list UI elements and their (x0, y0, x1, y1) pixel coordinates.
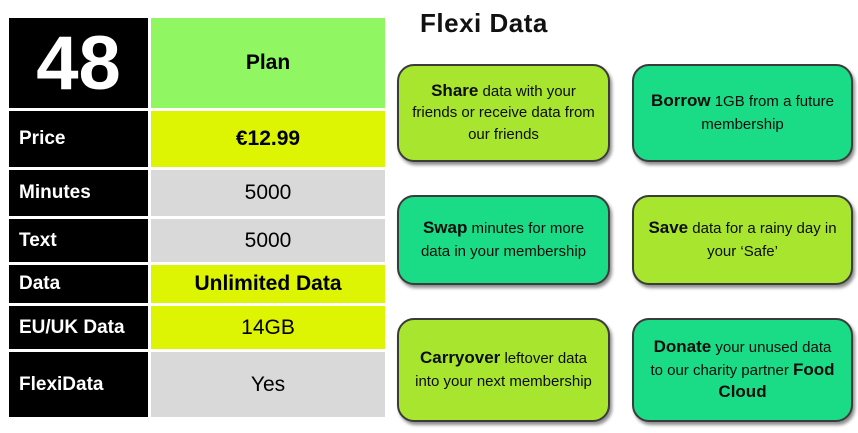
row-value-minutes: 5000 (151, 170, 385, 216)
row-value-text: 5000 (151, 219, 385, 262)
card-save-text: Save data for a rainy day in your ‘Safe’ (646, 217, 839, 263)
card-swap-text: Swap minutes for more data in your membe… (411, 217, 596, 263)
card-borrow-keyword: Borrow (651, 91, 711, 111)
plan-number: 48 (9, 18, 148, 108)
row-value-price: €12.99 (151, 111, 385, 167)
card-swap: Swap minutes for more data in your membe… (397, 195, 610, 285)
card-borrow-body: 1GB from a future membership (701, 93, 834, 133)
plan-header-label: Plan (151, 18, 385, 108)
card-carryover: Carryover leftover data into your next m… (397, 318, 610, 422)
card-borrow: Borrow 1GB from a future membership (632, 64, 853, 162)
card-carryover-text: Carryover leftover data into your next m… (411, 347, 596, 393)
card-save-keyword: Save (648, 218, 689, 238)
row-value-euuk-data: 14GB (151, 306, 385, 349)
row-label-text: Text (9, 219, 148, 262)
card-donate-text: Donate your unused data to our charity p… (646, 336, 839, 405)
row-value-flexidata: Yes (151, 352, 385, 417)
card-carryover-keyword: Carryover (419, 348, 501, 368)
card-save-body: data for a rainy day in your ‘Safe’ (688, 220, 837, 260)
card-carryover-body: leftover data into your next membership (415, 350, 592, 390)
flexi-cards-grid: Share data with your friends or receive … (397, 64, 853, 422)
card-donate-bold-tail: Food Cloud (718, 359, 835, 402)
card-swap-body: minutes for more data in your membership (420, 220, 587, 260)
card-donate-keyword: Donate (653, 336, 712, 356)
row-value-data: Unlimited Data (151, 265, 385, 303)
card-share-body: data with your friends or receive data f… (412, 82, 595, 144)
flexi-data-title: Flexi Data (420, 8, 548, 38)
row-label-minutes: Minutes (9, 170, 148, 216)
card-donate-body: your unused data to our charity partner (650, 338, 832, 379)
row-label-data: Data (9, 265, 148, 303)
row-label-euuk-data: EU/UK Data (9, 306, 148, 349)
card-save: Save data for a rainy day in your ‘Safe’ (632, 195, 853, 285)
row-label-flexidata: FlexiData (9, 352, 148, 417)
card-donate: Donate your unused data to our charity p… (632, 318, 853, 422)
card-share: Share data with your friends or receive … (397, 64, 610, 162)
card-swap-keyword: Swap (422, 218, 468, 238)
card-borrow-text: Borrow 1GB from a future membership (646, 90, 839, 136)
card-share-keyword: Share (431, 80, 479, 100)
row-label-price: Price (9, 111, 148, 167)
card-share-text: Share data with your friends or receive … (411, 80, 596, 146)
plan-table: 48 Plan Price €12.99 Minutes 5000 Text 5… (9, 18, 385, 417)
